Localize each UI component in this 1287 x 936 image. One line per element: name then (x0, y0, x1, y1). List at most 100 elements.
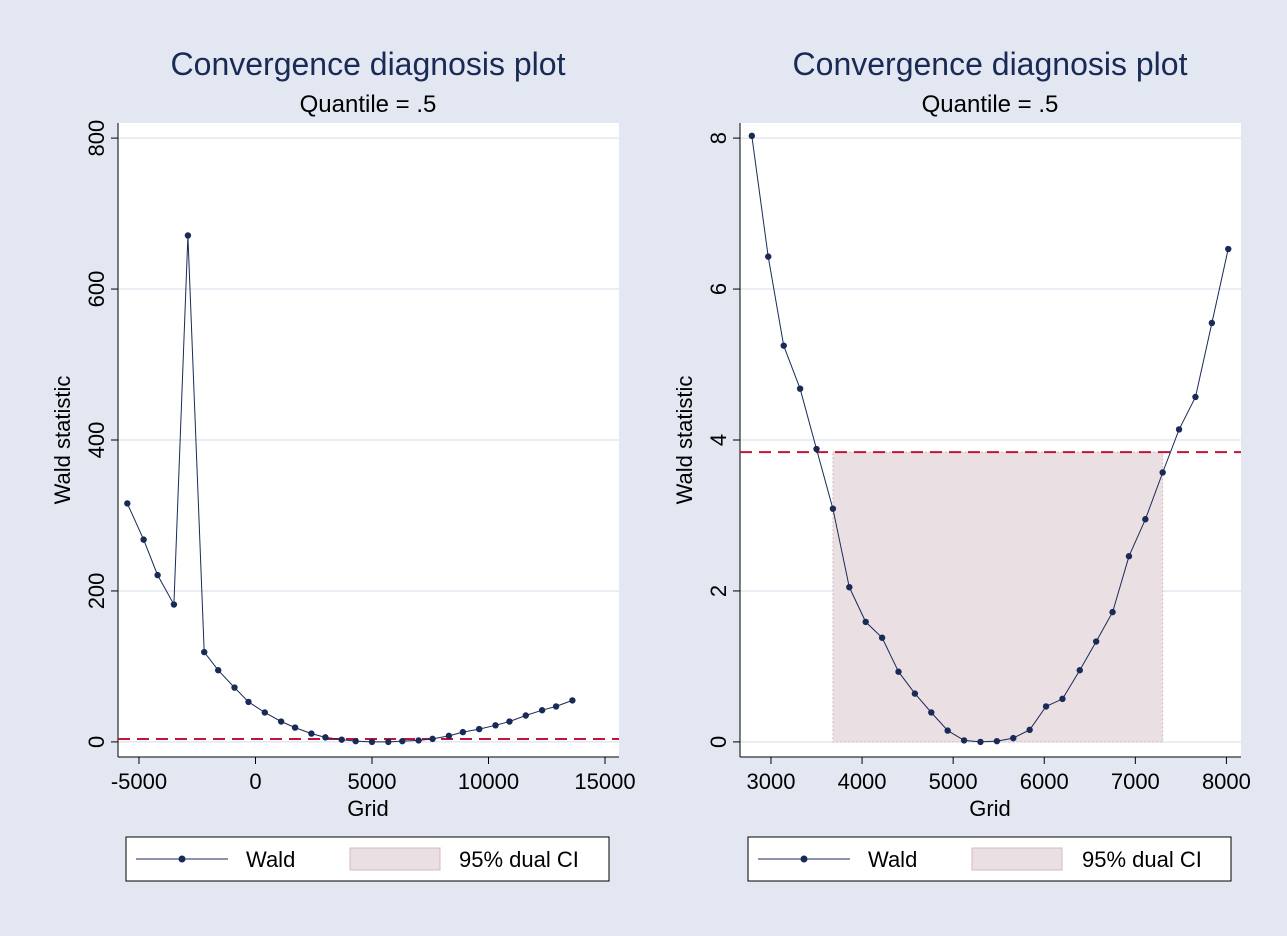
wald-point (154, 571, 161, 579)
chart-title: Convergence diagnosis plot (171, 46, 566, 82)
wald-point (846, 583, 853, 591)
wald-point (201, 648, 208, 656)
wald-point (977, 738, 984, 746)
wald-point (1042, 703, 1050, 710)
wald-point (1192, 393, 1199, 401)
wald-point (1026, 726, 1033, 734)
y-ticks: 0 200 400 600 800 (84, 120, 118, 748)
wald-point (538, 707, 546, 714)
wald-series (748, 132, 1232, 746)
y-tick-label: 400 (84, 422, 109, 459)
wald-line (751, 135, 1229, 743)
x-ticks: -5000 0 5000 10000 15000 (111, 757, 636, 794)
wald-point (1142, 516, 1149, 523)
legend: Wald 95% dual CI (125, 836, 610, 882)
wald-series (124, 232, 576, 746)
x-tick-label: 0 (249, 769, 261, 794)
wald-point (245, 698, 252, 706)
y-tick-label: 800 (84, 120, 109, 157)
ci-band (832, 451, 1164, 743)
y-axis-label: Wald statistic (50, 376, 75, 505)
wald-point (993, 737, 1001, 745)
y-tick-label: 8 (706, 132, 731, 144)
wald-point (911, 690, 919, 697)
y-ticks: 0 2 4 6 8 (706, 132, 740, 748)
wald-point (231, 684, 238, 691)
y-tick-label: 2 (706, 585, 731, 597)
chart-title: Convergence diagnosis plot (793, 46, 1188, 82)
wald-point (492, 722, 499, 729)
wald-point (322, 734, 329, 741)
x-tick-label: 8000 (1202, 769, 1251, 794)
x-tick-label: 15000 (574, 769, 635, 794)
chart-subtitle: Quantile = .5 (300, 91, 437, 118)
wald-point (170, 601, 178, 608)
wald-point (429, 735, 436, 743)
ci-band-rect (832, 451, 1164, 743)
wald-point (368, 738, 376, 746)
wald-point (1125, 553, 1133, 560)
wald-point (445, 732, 453, 740)
legend-wald-label: Wald (868, 847, 917, 872)
y-tick-label: 0 (706, 736, 731, 748)
x-tick-label: 10000 (458, 769, 519, 794)
wald-point (385, 738, 392, 746)
wald-point (399, 737, 406, 745)
wald-point (796, 385, 804, 392)
wald-point (1208, 319, 1216, 327)
wald-point (522, 712, 529, 719)
y-tick-label: 4 (706, 434, 731, 446)
chart-subtitle: Quantile = .5 (922, 91, 1059, 118)
legend-ci-label: 95% dual CI (459, 847, 579, 872)
wald-point (829, 505, 837, 512)
wald-point (1159, 469, 1166, 476)
legend-ci-label: 95% dual CI (1082, 847, 1202, 872)
x-tick-label: 4000 (838, 769, 887, 794)
wald-point (765, 253, 772, 260)
wald-point (552, 703, 560, 710)
wald-point (1010, 734, 1017, 742)
legend: Wald 95% dual CI (747, 836, 1232, 882)
right-chart-panel: Convergence diagnosis plot Quantile = .5… (672, 46, 1251, 882)
wald-point (308, 730, 315, 737)
wald-point (475, 725, 483, 733)
wald-point (960, 737, 968, 744)
legend-wald-marker (178, 855, 186, 863)
x-tick-label: 7000 (1111, 769, 1160, 794)
wald-point (184, 232, 192, 239)
x-axis-label: Grid (347, 796, 389, 821)
wald-point (338, 736, 345, 743)
wald-point (459, 728, 467, 736)
wald-point (291, 724, 299, 731)
wald-point (780, 342, 787, 349)
left-chart-panel: Convergence diagnosis plot Quantile = .5… (50, 46, 636, 882)
y-tick-label: 200 (84, 573, 109, 610)
legend-wald-label: Wald (246, 847, 295, 872)
wald-point (124, 500, 131, 507)
x-tick-label: 5000 (929, 769, 978, 794)
x-axis-label: Grid (969, 796, 1011, 821)
legend-wald-marker (800, 855, 808, 863)
y-axis-label: Wald statistic (672, 376, 697, 505)
legend-ci-swatch (349, 847, 441, 871)
wald-point (569, 697, 576, 704)
wald-point (352, 737, 359, 745)
x-tick-label: 5000 (348, 769, 397, 794)
legend-ci-swatch (971, 847, 1063, 871)
wald-point (928, 709, 935, 716)
x-tick-label: -5000 (111, 769, 167, 794)
y-tick-label: 0 (84, 736, 109, 748)
wald-point (506, 718, 513, 725)
wald-point (415, 737, 422, 744)
wald-point (813, 445, 820, 453)
wald-point (277, 718, 285, 725)
wald-point (1092, 638, 1100, 645)
y-tick-label: 600 (84, 271, 109, 308)
wald-point (261, 709, 269, 716)
wald-point (1059, 695, 1066, 703)
y-tick-label: 6 (706, 283, 731, 295)
wald-point (895, 668, 902, 675)
wald-point (1109, 608, 1116, 616)
x-tick-label: 3000 (746, 769, 795, 794)
